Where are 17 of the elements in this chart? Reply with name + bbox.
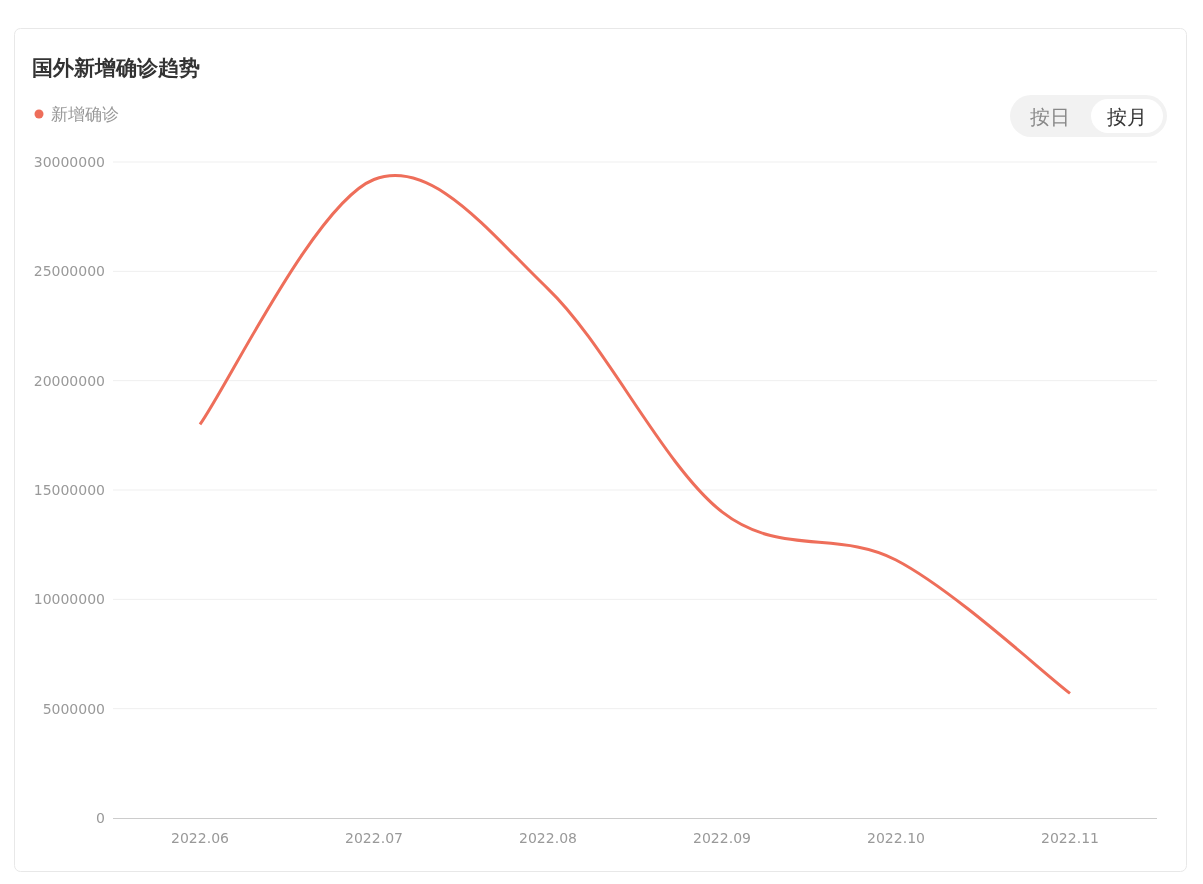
x-tick-label: 2022.10 xyxy=(867,830,925,846)
legend-label: 新增确诊 xyxy=(51,104,119,124)
x-tick-label: 2022.08 xyxy=(519,830,577,846)
y-tick-label: 25000000 xyxy=(33,263,105,280)
chart-title: 国外新增确诊趋势 xyxy=(32,56,200,80)
x-tick-label: 2022.11 xyxy=(1041,830,1099,846)
x-tick-label: 2022.07 xyxy=(345,830,403,846)
y-tick-label: 0 xyxy=(96,810,105,826)
y-tick-label: 20000000 xyxy=(33,372,105,389)
text: 按月 xyxy=(1107,105,1147,129)
y-tick-label: 10000000 xyxy=(33,591,105,608)
y-tick-label: 15000000 xyxy=(33,482,105,498)
y-tick-label: 5000000 xyxy=(42,700,105,717)
text: 按日 xyxy=(1030,105,1070,129)
x-tick-label: 2022.06 xyxy=(171,830,230,846)
x-tick-label: 2022.09 xyxy=(693,830,751,846)
y-tick-label: 30000000 xyxy=(33,154,105,170)
